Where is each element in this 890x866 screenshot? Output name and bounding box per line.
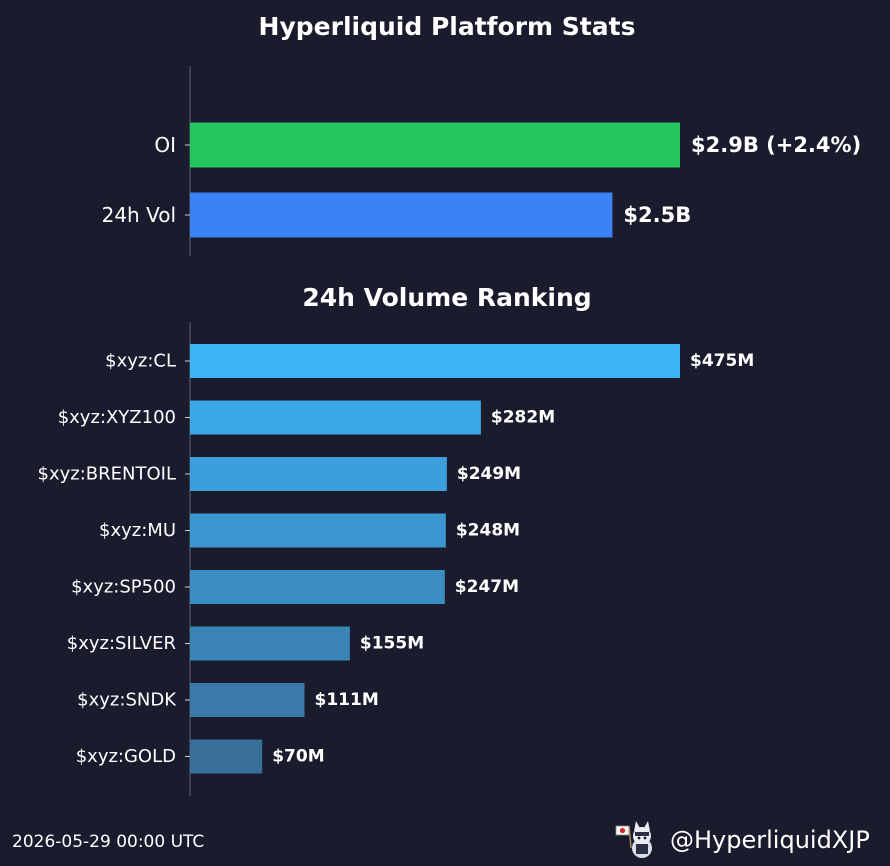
data-label: $2.5B (623, 203, 691, 227)
data-label: $2.9B (+2.4%) (691, 133, 861, 157)
data-label: $282M (491, 408, 555, 428)
data-label: $248M (456, 521, 520, 541)
data-label: $155M (360, 634, 424, 654)
category-label: OI (154, 133, 176, 157)
volume-ranking-chart: 24h Volume Ranking $xyz:CL $475M $xyz:XYZ1… (38, 283, 754, 796)
data-label: $70M (272, 747, 324, 767)
bar (190, 513, 446, 548)
category-label: $xyz:SILVER (67, 633, 176, 654)
bar (190, 192, 613, 238)
bar (190, 683, 305, 717)
category-label: $xyz:SNDK (77, 690, 177, 711)
data-label: $111M (315, 690, 379, 710)
bar (190, 400, 481, 435)
category-label: $xyz:GOLD (76, 746, 176, 767)
data-label: $247M (455, 577, 519, 597)
bar (190, 739, 263, 774)
chart-title: Hyperliquid Platform Stats (259, 12, 636, 41)
chart-title: 24h Volume Ranking (302, 283, 591, 312)
category-label: $xyz:SP500 (71, 577, 176, 598)
platform-stats-chart: Hyperliquid Platform Stats OI $2.9B (+2.4… (102, 12, 861, 256)
bar (190, 122, 680, 168)
category-label: $xyz:MU (99, 520, 176, 541)
bar (190, 344, 680, 378)
category-label: $xyz:XYZ100 (58, 407, 176, 428)
author-handle: @HyperliquidXJP (670, 826, 870, 854)
data-label: $475M (690, 351, 754, 371)
bar (190, 570, 445, 604)
cat-mascot-with-flag-icon (615, 821, 652, 858)
bar (190, 457, 447, 491)
data-label: $249M (457, 464, 521, 484)
category-label: 24h Vol (102, 203, 176, 227)
bar (190, 626, 350, 661)
category-label: $xyz:BRENTOIL (38, 464, 176, 485)
category-label: $xyz:CL (105, 351, 176, 372)
timestamp: 2026-05-29 00:00 UTC (12, 832, 205, 852)
